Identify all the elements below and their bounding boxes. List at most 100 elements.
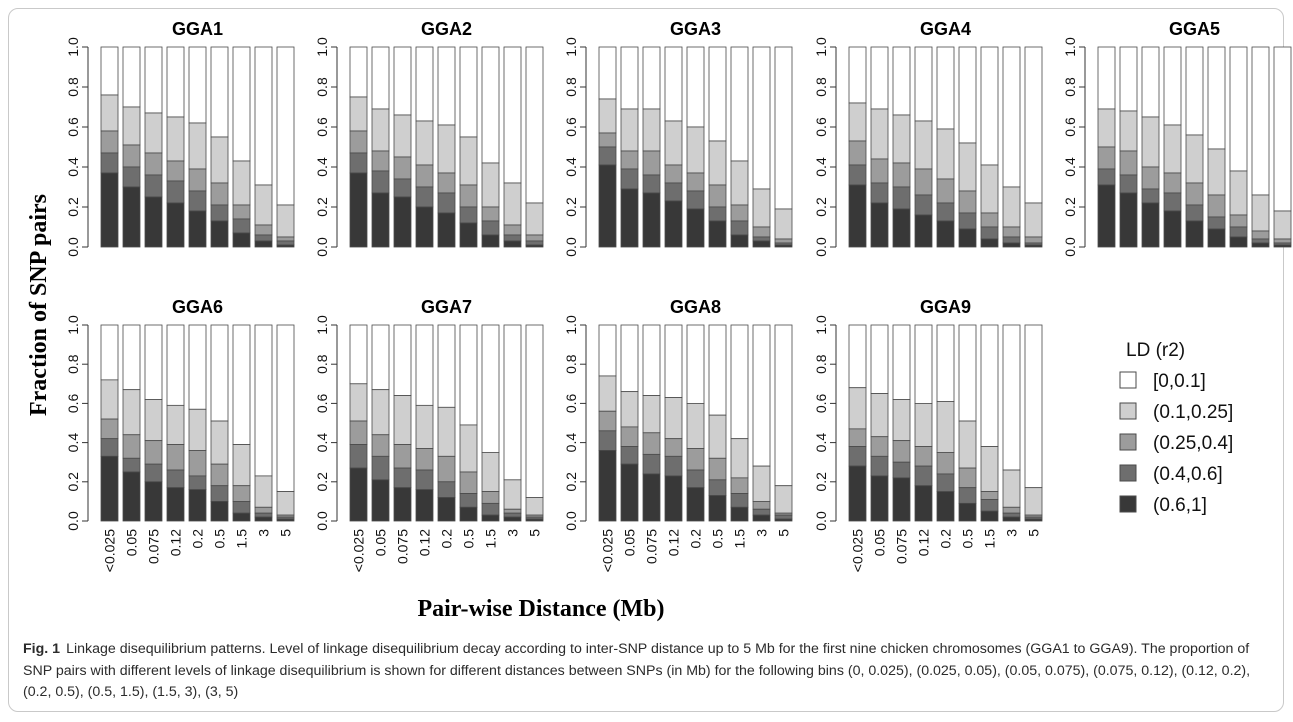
bar-segment <box>870 455 889 477</box>
bar-segment <box>936 401 955 453</box>
bar-segment <box>686 324 705 404</box>
bar-segment <box>1163 192 1182 212</box>
bar-segment <box>1024 324 1043 489</box>
y-tick-label: 0.0 <box>563 237 579 257</box>
y-tick-label: 0.6 <box>314 393 330 413</box>
bar-segment <box>1163 46 1182 126</box>
x-tick-label: 0.075 <box>644 529 660 564</box>
bar-segment <box>870 158 889 184</box>
bar-segment <box>936 473 955 492</box>
x-tick-label: 0.075 <box>395 529 411 564</box>
bar-segment <box>620 324 639 393</box>
bar-segment <box>730 506 749 522</box>
bar-segment <box>232 485 251 502</box>
bar-segment <box>1251 238 1270 244</box>
bar-segment <box>708 495 727 522</box>
bar-segment <box>914 120 933 170</box>
bar-segment <box>437 497 456 522</box>
bar-segment <box>459 184 478 208</box>
panel-gga1: GGA1 0.0 0.2 0.4 0.6 0.8 1.0 <box>65 19 295 257</box>
bar-segment <box>122 106 141 146</box>
x-tick-label: <0.025 <box>102 529 118 572</box>
bar-segment <box>958 420 977 469</box>
bar-segment <box>100 46 119 96</box>
y-tick-label: 0.8 <box>813 354 829 374</box>
bar-segment <box>664 200 683 248</box>
bar-segment <box>620 188 639 248</box>
x-tick-label: 0.12 <box>666 529 682 556</box>
bar-segment <box>914 324 933 404</box>
bar-segment <box>276 244 295 248</box>
bar-segment <box>122 471 141 522</box>
bar-segment <box>144 440 163 465</box>
legend: LD (r2) [0,0.1] (0.1,0.25] (0.25,0.4] (0.4,… <box>1119 340 1233 516</box>
bar-segment <box>1273 210 1292 240</box>
bar-segment <box>980 212 999 228</box>
bar-segment <box>349 383 368 422</box>
bar-segment <box>1097 168 1116 186</box>
bar-segment <box>1163 124 1182 174</box>
bar-segment <box>664 182 683 202</box>
bar-segment <box>166 180 185 204</box>
bar-segment <box>914 194 933 216</box>
bar-segment <box>980 499 999 512</box>
bar-segment <box>1207 216 1226 230</box>
y-tick-label: 0.0 <box>813 237 829 257</box>
bar-segment <box>166 487 185 522</box>
bar-segment <box>371 455 390 481</box>
y-tick-label: 0.0 <box>314 237 330 257</box>
x-tick-label: 3 <box>256 529 272 537</box>
x-tick-label: 0.12 <box>168 529 184 556</box>
bar-segment <box>958 467 977 489</box>
bar-segment <box>730 438 749 479</box>
bar-segment <box>1024 518 1043 522</box>
bar-segment <box>276 46 295 206</box>
bar-segment <box>730 477 749 494</box>
bar-segment <box>122 166 141 188</box>
bar-segment <box>752 46 771 190</box>
bar-segment <box>100 418 119 440</box>
y-tick-label: 0.2 <box>65 197 81 217</box>
bar-segment <box>459 46 478 138</box>
bar-segment <box>481 514 500 522</box>
x-tick-label: 0.5 <box>960 529 976 549</box>
bar-segment <box>620 108 639 152</box>
y-tick-label: 0.6 <box>813 393 829 413</box>
bar-segment <box>166 160 185 182</box>
legend-swatch <box>1119 433 1137 451</box>
y-tick-label: 1.0 <box>563 315 579 335</box>
bar-segment <box>254 516 273 522</box>
bar-segment <box>188 168 207 192</box>
x-tick-label: 5 <box>527 529 543 537</box>
y-tick-label: 0.4 <box>563 433 579 453</box>
bar-segment <box>276 324 295 493</box>
caption-text: Linkage disequilibrium patterns. Level o… <box>23 641 1251 700</box>
bar-segment <box>210 485 229 502</box>
y-tick-label: 0.2 <box>1062 197 1078 217</box>
bar-segment <box>415 186 434 208</box>
bar-segment <box>122 457 141 473</box>
panel-gga2: GGA2 0.0 0.2 0.4 0.6 0.8 1.0 <box>314 19 544 257</box>
x-tick-label: 0.075 <box>894 529 910 564</box>
bar-segment <box>437 124 456 174</box>
bar-segment <box>100 324 119 381</box>
y-tick-label: 0.0 <box>65 237 81 257</box>
bar-segment <box>708 184 727 208</box>
bar-segment <box>642 108 661 152</box>
x-tick-label: 0.05 <box>373 529 389 556</box>
bar-segment <box>730 324 749 440</box>
bar-segment <box>620 426 639 447</box>
bar-segment <box>349 152 368 174</box>
bar-segment <box>870 108 889 160</box>
bar-segment <box>481 234 500 248</box>
bar-segment <box>415 164 434 188</box>
bar-segment <box>232 444 251 487</box>
bar-segment <box>848 164 867 186</box>
panel-title: GGA4 <box>920 19 971 39</box>
bar-segment <box>232 204 251 220</box>
bar-segment <box>708 479 727 496</box>
bar-segment <box>892 46 911 116</box>
bar-segment <box>371 170 390 194</box>
bar-segment <box>914 446 933 467</box>
bar-segment <box>371 150 390 172</box>
